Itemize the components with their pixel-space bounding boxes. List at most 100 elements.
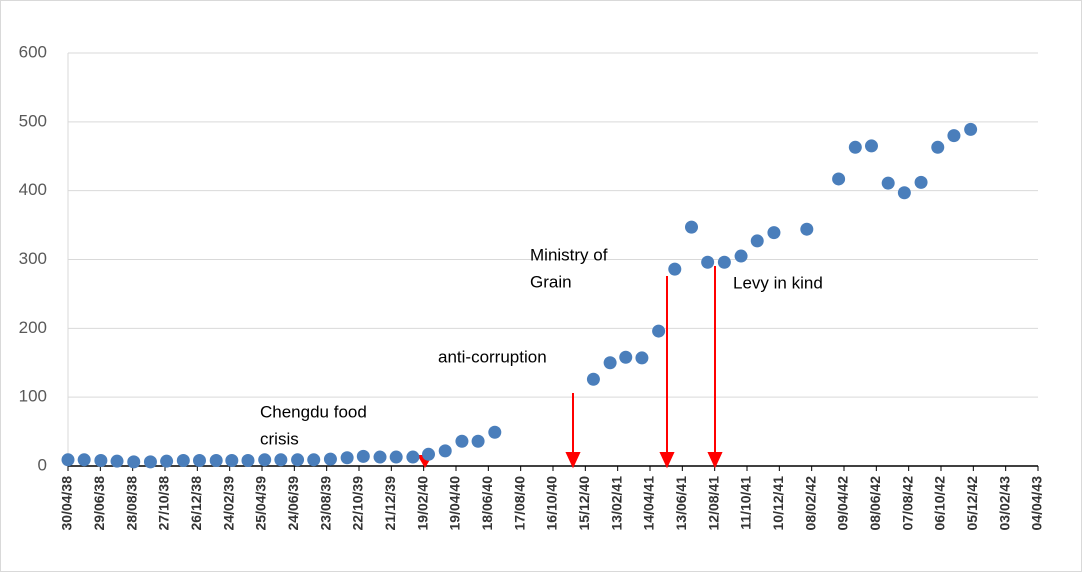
x-tick-label: 06/10/42	[932, 476, 948, 531]
x-tick-label: 11/10/41	[738, 476, 754, 530]
x-tick-label: 22/10/39	[350, 476, 366, 531]
annotation: Chengdu food	[260, 402, 367, 421]
point	[373, 450, 387, 464]
x-tick-label: 13/06/41	[673, 476, 689, 531]
x-tick-label: 04/04/43	[1029, 476, 1045, 531]
point	[652, 324, 666, 338]
point	[897, 186, 911, 200]
annotation: crisis	[260, 429, 299, 448]
x-tick-label: 08/06/42	[867, 476, 883, 531]
point	[323, 452, 337, 466]
x-tick-label: 21/12/39	[382, 476, 398, 531]
x-tick-label: 18/06/40	[479, 476, 495, 531]
arrow-head	[707, 452, 723, 469]
point	[684, 220, 698, 234]
point	[340, 451, 354, 465]
point	[406, 450, 420, 464]
x-tick-label: 09/04/42	[835, 476, 851, 531]
y-tick-label: 300	[19, 249, 47, 268]
point	[701, 255, 715, 269]
point	[127, 455, 141, 469]
point	[668, 262, 682, 276]
x-tick-label: 28/08/38	[123, 476, 139, 531]
y-tick-label: 100	[19, 387, 47, 406]
point	[947, 129, 961, 143]
x-tick-label: 25/04/39	[253, 476, 269, 531]
x-tick-label: 12/08/41	[705, 476, 721, 531]
point	[488, 425, 502, 439]
point	[734, 249, 748, 263]
x-tick-label: 13/02/41	[608, 476, 624, 531]
x-tick-label: 16/10/40	[544, 476, 560, 531]
annotation: Ministry of	[530, 245, 608, 264]
y-tick-label: 0	[38, 455, 47, 474]
grid	[67, 52, 1039, 471]
x-tick-label: 23/08/39	[317, 476, 333, 531]
x-tick-label: 29/06/38	[91, 476, 107, 531]
point	[914, 175, 928, 189]
x-tick-label: 10/12/41	[770, 476, 786, 531]
point	[635, 351, 649, 365]
point	[717, 255, 731, 269]
x-tick-label: 08/02/42	[802, 476, 818, 531]
point	[800, 222, 814, 236]
point	[864, 139, 878, 153]
x-tick-label: 27/10/38	[156, 476, 172, 531]
annotation: anti-corruption	[438, 347, 547, 366]
point	[438, 444, 452, 458]
y-tick-label: 600	[19, 42, 47, 61]
point	[241, 453, 255, 467]
point	[586, 372, 600, 386]
arrows	[417, 266, 723, 469]
point	[209, 453, 223, 467]
point	[750, 234, 764, 248]
point	[455, 434, 469, 448]
point	[832, 172, 846, 186]
point	[767, 226, 781, 240]
annotations: Chengdu food crisis anti-corruption Ministr…	[260, 245, 823, 448]
x-tick-label: 19/04/40	[447, 476, 463, 531]
arrow-head	[565, 452, 581, 469]
point	[422, 447, 436, 461]
point	[143, 455, 157, 469]
x-tick-label: 14/04/41	[641, 476, 657, 531]
point	[964, 122, 978, 136]
point	[881, 176, 895, 190]
point	[94, 453, 108, 467]
y-tick-label: 400	[19, 180, 47, 199]
y-tick-label: 200	[19, 318, 47, 337]
point	[356, 449, 370, 463]
point	[603, 356, 617, 370]
x-tick-label: 03/02/43	[996, 476, 1012, 531]
point	[61, 453, 75, 467]
points	[61, 122, 978, 469]
point	[110, 454, 124, 468]
x-tick-label: 17/08/40	[511, 476, 527, 531]
x-tick-label: 07/08/42	[899, 476, 915, 531]
x-tick-label: 15/12/40	[576, 476, 592, 531]
point	[192, 453, 206, 467]
x-tick-label: 24/02/39	[220, 476, 236, 531]
x-tick-label: 19/02/40	[414, 476, 430, 531]
point	[389, 450, 403, 464]
y-tick-label: 500	[19, 111, 47, 130]
arrow-head	[659, 452, 675, 469]
annotation: Grain	[530, 272, 572, 291]
annotation: Levy in kind	[733, 273, 823, 292]
x-tick-label: 05/12/42	[964, 476, 980, 531]
point	[848, 140, 862, 154]
point	[307, 453, 321, 467]
x-tick-label: 24/06/39	[285, 476, 301, 531]
point	[291, 453, 305, 467]
point	[931, 140, 945, 154]
point	[77, 453, 91, 467]
point	[274, 453, 288, 467]
point	[619, 350, 633, 364]
x-tick-label: 26/12/38	[188, 476, 204, 531]
point	[258, 453, 272, 467]
point	[471, 434, 485, 448]
point	[160, 454, 174, 468]
point	[176, 453, 190, 467]
x-tick-label: 30/04/38	[59, 476, 75, 531]
